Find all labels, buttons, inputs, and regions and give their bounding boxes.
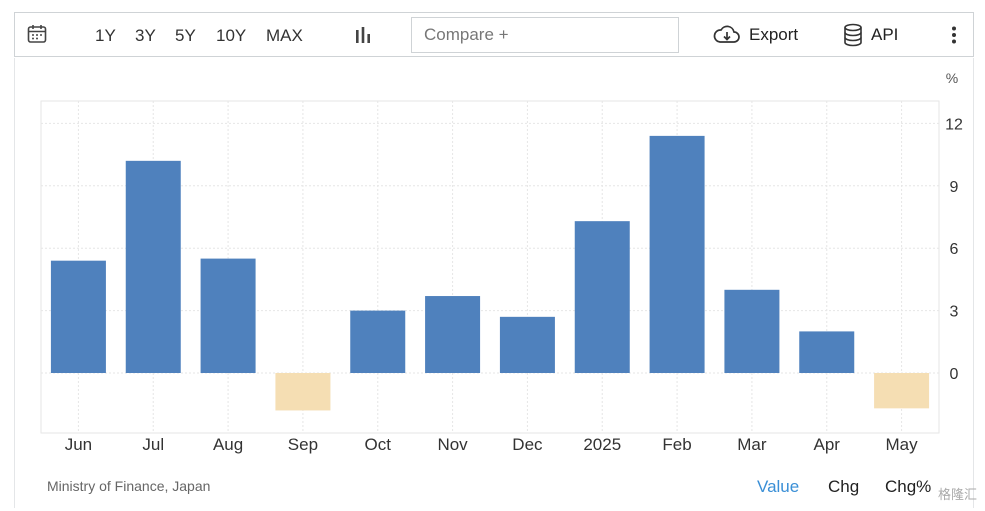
api-label: API <box>871 25 899 44</box>
range-3y-button[interactable]: 3Y <box>135 26 156 45</box>
bar-feb[interactable] <box>649 135 705 373</box>
bar-nov[interactable] <box>425 296 481 373</box>
export-label: Export <box>749 25 799 44</box>
api-button[interactable]: API <box>843 21 898 49</box>
range-10y-button[interactable]: 10Y <box>216 26 247 45</box>
cloud-download-icon <box>713 25 740 43</box>
y-tick-label: 12 <box>945 116 963 133</box>
bar-may[interactable] <box>874 373 930 409</box>
range-5y-button[interactable]: 5Y <box>175 26 196 45</box>
x-tick-label: May <box>886 435 919 454</box>
tab-chg-percent[interactable]: Chg% <box>885 477 932 496</box>
bar-dec[interactable] <box>499 316 555 373</box>
y-tick-label: 0 <box>950 366 959 383</box>
bar-oct[interactable] <box>350 310 406 373</box>
unit-label: % <box>946 70 958 86</box>
calendar-icon[interactable] <box>27 24 47 44</box>
x-tick-label: Sep <box>288 435 318 454</box>
y-tick-label: 3 <box>950 304 959 321</box>
database-icon <box>844 23 862 47</box>
y-tick-label: 6 <box>950 241 959 258</box>
bar-aug[interactable] <box>200 258 256 373</box>
x-tick-label: Jun <box>65 435 92 454</box>
tab-chg[interactable]: Chg <box>828 477 860 496</box>
bar-chart-icon[interactable] <box>353 25 373 45</box>
x-tick-label: Feb <box>662 435 691 454</box>
watermark: 格隆汇 <box>937 487 977 502</box>
x-tick-label: Dec <box>512 435 543 454</box>
x-tick-label: Apr <box>814 435 841 454</box>
x-tick-label: Oct <box>365 435 392 454</box>
bar-2025[interactable] <box>574 221 630 373</box>
compare-input[interactable] <box>411 17 679 53</box>
y-tick-label: 9 <box>950 179 959 196</box>
export-button[interactable]: Export <box>713 21 798 49</box>
chart-toolbar: 1Y 3Y 5Y 10Y MAX Export API <box>14 12 974 57</box>
x-tick-label: Nov <box>437 435 468 454</box>
range-max-button[interactable]: MAX <box>266 26 303 45</box>
source-label: Ministry of Finance, Japan <box>47 478 211 494</box>
bar-apr[interactable] <box>799 331 855 373</box>
bar-jun[interactable] <box>50 260 106 373</box>
x-tick-label: 2025 <box>583 435 621 454</box>
x-tick-label: Jul <box>142 435 164 454</box>
bar-chart: % 0 3 6 9 12 Jun Jul Aug Sep Oct Nov Dec 2025 Feb Mar… <box>40 70 963 454</box>
kebab-menu-icon[interactable] <box>951 26 957 44</box>
plot-area <box>40 100 940 434</box>
range-1y-button[interactable]: 1Y <box>95 26 116 45</box>
chart-frame <box>14 58 974 508</box>
x-tick-label: Mar <box>737 435 767 454</box>
x-tick-label: Aug <box>213 435 243 454</box>
bar-sep[interactable] <box>275 373 331 411</box>
bar-mar[interactable] <box>724 289 780 373</box>
bar-jul[interactable] <box>125 160 181 373</box>
tab-value[interactable]: Value <box>757 477 800 496</box>
